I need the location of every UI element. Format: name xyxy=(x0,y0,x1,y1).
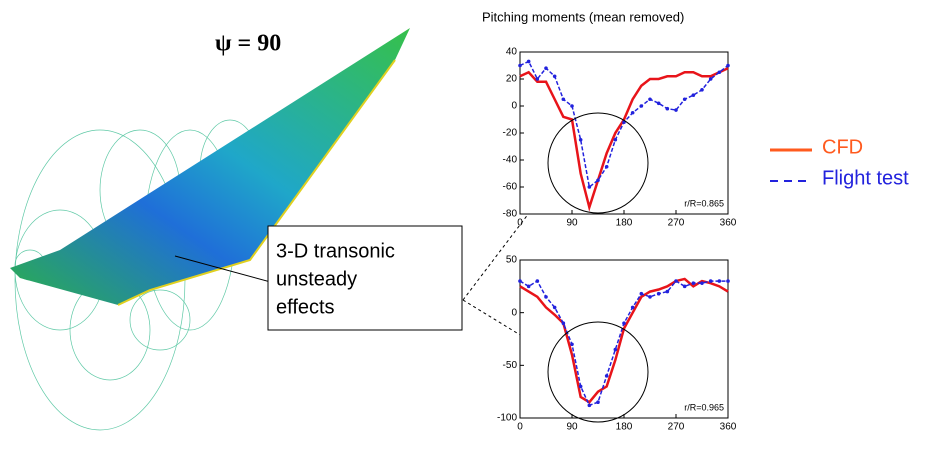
series-marker xyxy=(683,285,687,289)
series-marker xyxy=(666,290,670,294)
series-marker xyxy=(536,279,540,283)
series-marker xyxy=(631,111,635,115)
series-marker xyxy=(674,279,678,283)
series-marker xyxy=(553,306,557,310)
series-marker xyxy=(614,348,618,352)
x-tick-label: 270 xyxy=(668,218,685,229)
series-marker xyxy=(631,306,635,310)
x-tick-label: 360 xyxy=(720,422,737,433)
y-tick-label: 0 xyxy=(511,101,517,112)
series-marker xyxy=(640,292,644,296)
y-tick-label: -60 xyxy=(503,182,518,193)
series-marker xyxy=(700,88,704,92)
series-marker xyxy=(562,97,566,101)
y-tick-label: -50 xyxy=(503,360,518,371)
series-marker xyxy=(562,321,566,325)
legend-label: CFD xyxy=(822,136,863,158)
series-marker xyxy=(700,281,704,285)
plot-frame xyxy=(520,52,728,214)
x-tick-label: 180 xyxy=(616,218,633,229)
series-marker xyxy=(718,70,722,74)
series-marker xyxy=(657,102,661,106)
y-tick-label: -20 xyxy=(503,128,518,139)
series-marker xyxy=(596,178,600,182)
series-marker xyxy=(518,279,522,283)
y-tick-label: 40 xyxy=(506,47,518,58)
series-marker xyxy=(527,285,531,289)
series-marker xyxy=(648,97,652,101)
x-tick-label: 0 xyxy=(517,422,523,433)
series-marker xyxy=(518,64,522,68)
callout-text: effects xyxy=(276,296,335,318)
callout-text: 3-D transonic xyxy=(276,240,395,262)
x-tick-label: 360 xyxy=(720,218,737,229)
x-tick-label: 90 xyxy=(566,218,578,229)
series-marker xyxy=(657,292,661,296)
series-marker xyxy=(588,185,592,189)
series-marker xyxy=(692,281,696,285)
series-marker xyxy=(579,385,583,389)
panel-annotation: r/R=0.865 xyxy=(684,198,724,208)
legend-label: Flight test xyxy=(822,167,909,189)
x-tick-label: 0 xyxy=(517,218,523,229)
series-marker xyxy=(726,279,730,283)
series-marker xyxy=(709,77,713,81)
series-marker xyxy=(614,138,618,142)
y-tick-label: -40 xyxy=(503,155,518,166)
series-marker xyxy=(640,104,644,108)
series-marker xyxy=(605,165,609,169)
series-marker xyxy=(622,321,626,325)
series-marker xyxy=(579,138,583,142)
series-marker xyxy=(596,400,600,404)
series-marker xyxy=(726,64,730,68)
panel-annotation: r/R=0.965 xyxy=(684,402,724,412)
series-marker xyxy=(683,97,687,101)
series-marker xyxy=(536,77,540,81)
series-marker xyxy=(648,295,652,299)
series-marker xyxy=(674,108,678,112)
series-marker xyxy=(544,295,548,299)
series-marker xyxy=(570,104,574,108)
series-marker xyxy=(527,60,531,64)
series-marker xyxy=(718,279,722,283)
series-marker xyxy=(692,93,696,97)
series-marker xyxy=(605,374,609,378)
callout-text: unsteady xyxy=(276,268,357,290)
x-tick-label: 270 xyxy=(668,422,685,433)
series-marker xyxy=(553,75,557,79)
y-tick-label: 50 xyxy=(506,255,518,266)
x-tick-label: 180 xyxy=(616,422,633,433)
x-tick-label: 90 xyxy=(566,422,578,433)
psi-label: ψ = 90 xyxy=(215,31,281,57)
y-tick-label: -80 xyxy=(503,209,518,220)
chart-title: Pitching moments (mean removed) xyxy=(482,9,684,24)
y-tick-label: -100 xyxy=(497,413,517,424)
series-marker xyxy=(666,107,670,111)
figure: ψ = 90 3-D transonic unsteady effects Pi… xyxy=(0,0,936,453)
series-marker xyxy=(570,342,574,346)
series-marker xyxy=(709,279,713,283)
series-marker xyxy=(588,404,592,408)
series-marker xyxy=(544,66,548,70)
y-tick-label: 0 xyxy=(511,307,517,318)
y-tick-label: 20 xyxy=(506,74,518,85)
